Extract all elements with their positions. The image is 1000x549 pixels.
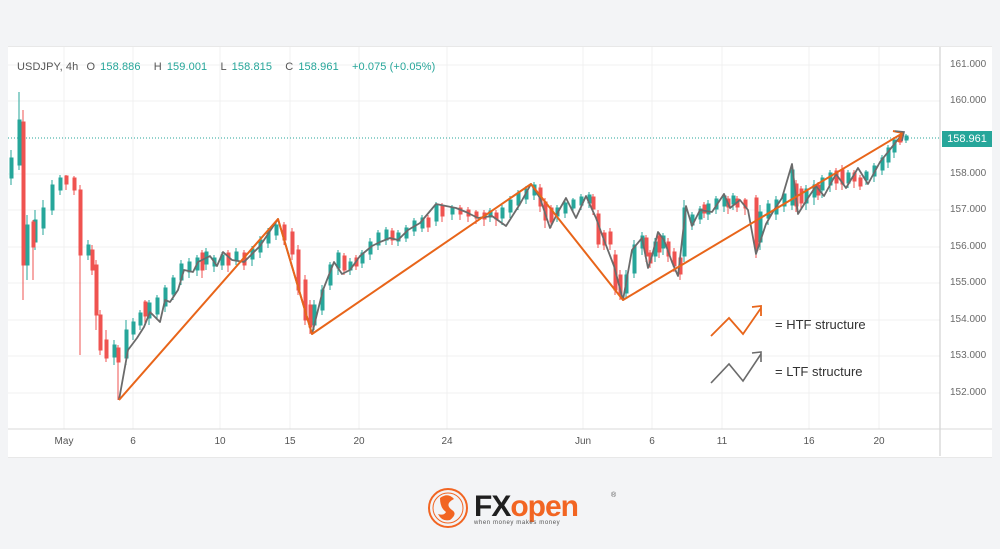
change-value: +0.075 (+0.05%) [351,61,436,73]
ltf-structure-line [118,131,905,401]
x-tick: 11 [716,436,728,447]
x-tick: 24 [441,436,453,447]
low-value: L 158.815 [220,61,273,73]
fxopen-emblem-icon [428,488,468,528]
x-tick: May [54,436,74,447]
top-band [0,0,1000,45]
ltf-legend-icon [710,351,762,384]
x-tick: 20 [353,436,365,447]
y-tick: 157.000 [950,204,987,215]
symbol-label: USDJPY, 4h [17,61,79,73]
htf-structure-line [118,132,904,401]
y-tick: 158.000 [950,168,987,179]
high-value: H 159.001 [153,61,208,73]
ltf-arrow-head-icon [894,130,905,142]
htf-structure-label: = HTF structure [775,317,866,332]
y-tick: 161.000 [950,59,987,70]
y-tick: 152.000 [950,387,987,398]
grid-lines [8,47,940,429]
x-tick: 6 [130,436,136,447]
close-value: C 158.961 [285,61,339,73]
last-price-badge: 158.961 [942,131,992,147]
y-tick: 156.000 [950,241,987,252]
y-tick: 155.000 [950,277,987,288]
y-tick: 160.000 [950,95,987,106]
x-tick: 10 [214,436,226,447]
logo-tagline: when money makes money [474,520,561,526]
registered-mark: ® [611,492,617,499]
x-tick: 16 [803,436,815,447]
x-tick: 15 [284,436,296,447]
x-tick: 6 [649,436,655,447]
open-value: O 158.886 [86,61,141,73]
x-tick: Jun [574,436,592,447]
htf-legend-icon [710,304,762,337]
y-tick: 154.000 [950,314,987,325]
x-tick: 20 [873,436,885,447]
fxopen-logo: FXopen when money makes money ® [474,490,617,527]
chart-panel[interactable] [8,46,992,458]
y-tick: 153.000 [950,350,987,361]
ltf-structure-label: = LTF structure [775,364,863,379]
